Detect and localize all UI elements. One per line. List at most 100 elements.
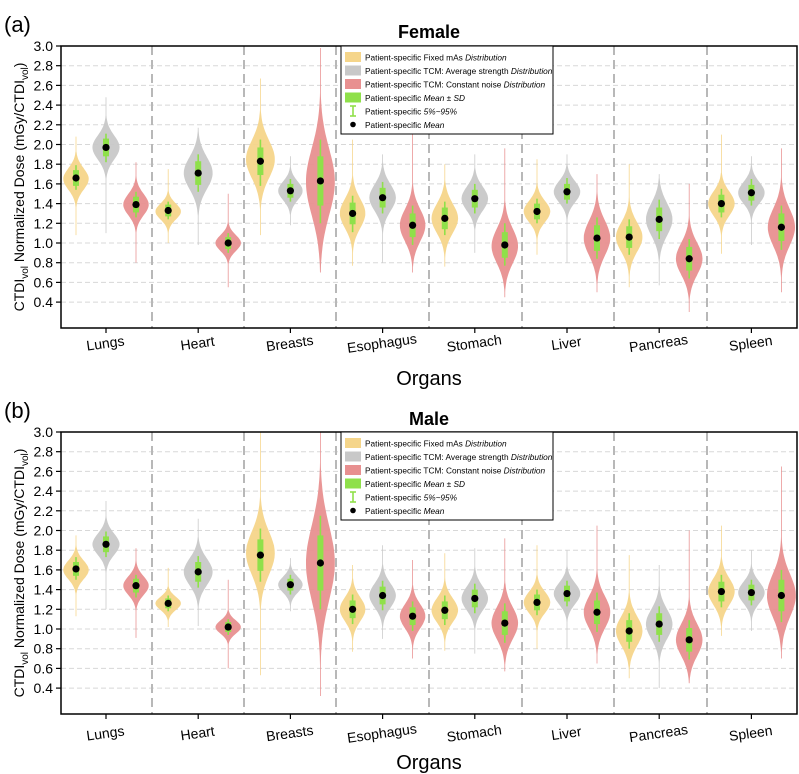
legend-label-italic: Distribution xyxy=(504,466,546,476)
legend-label-text: Patient-specific xyxy=(365,493,424,503)
mean-dot xyxy=(471,195,479,203)
y-axis-label-part: ) xyxy=(11,449,27,454)
legend-label-italic: 5%~95% xyxy=(424,493,458,503)
legend-label-italic: Distribution xyxy=(511,66,553,76)
mean-dot xyxy=(286,581,294,589)
legend-label-text: Patient-specific Fixed mAs xyxy=(365,439,465,449)
y-tick-label: 3.0 xyxy=(34,38,54,54)
legend-label-italic: 5%~95% xyxy=(424,107,458,117)
mean-dot xyxy=(441,606,449,614)
violin-liver-s1 xyxy=(553,154,581,263)
mean-dot xyxy=(132,200,140,209)
violin-spleen-s2 xyxy=(767,466,796,659)
x-tick-label: Liver xyxy=(550,723,583,743)
legend-label-italic: Distribution xyxy=(511,452,553,462)
legend-label-italic: Distribution xyxy=(504,80,546,90)
legend-label: Patient-specific Mean xyxy=(365,506,445,516)
x-axis-label: Organs xyxy=(396,752,462,774)
y-axis-label-part: Normalized Dose (mGy/CTDI xyxy=(11,80,27,266)
mean-dot xyxy=(593,608,601,616)
x-tick-label: Spleen xyxy=(728,332,773,354)
mean-dot xyxy=(194,169,202,177)
mean-dot xyxy=(777,591,786,600)
mean-dot xyxy=(563,589,571,598)
mean-dot xyxy=(533,207,541,216)
x-tick-label: Stomach xyxy=(446,331,503,355)
legend-label: Patient-specific Mean xyxy=(365,120,445,130)
legend-swatch xyxy=(345,52,361,62)
mean-dot xyxy=(349,605,357,613)
legend-label-text: Patient-specific xyxy=(365,506,424,516)
y-tick-label: 1.8 xyxy=(34,542,54,558)
legend-swatch xyxy=(350,121,356,128)
mean-dot xyxy=(102,540,110,548)
mean-dot xyxy=(563,188,571,196)
mean-dot xyxy=(256,157,264,165)
mean-dot xyxy=(102,143,110,152)
y-axis-label-part: ) xyxy=(11,63,27,68)
violin-stomach-s2 xyxy=(491,148,518,298)
mean-dot xyxy=(224,239,232,247)
mean-dot xyxy=(501,619,509,627)
mean-dot xyxy=(655,215,663,223)
x-tick-label: Lungs xyxy=(85,332,125,353)
y-tick-label: 2.2 xyxy=(34,117,54,133)
legend-label-italic: Mean xyxy=(424,120,445,130)
legend-swatch xyxy=(345,79,361,89)
x-tick-label: Esophagus xyxy=(346,330,418,356)
y-tick-label: 0.6 xyxy=(34,660,54,676)
y-tick-label: 0.8 xyxy=(34,641,54,657)
y-axis-label-sub: vol xyxy=(20,652,31,665)
mean-dot xyxy=(164,599,172,607)
y-tick-label: 1.2 xyxy=(34,215,54,231)
y-tick-label: 1.0 xyxy=(34,235,54,251)
legend-swatch xyxy=(345,451,361,462)
mean-dot xyxy=(409,612,417,620)
chart-panel-female: 0.4 0.6 0.8 1.0 1.2 1.4 1.6 1.8 2.0 2.2 2.4 2.6 2.8 3… xyxy=(4,12,798,390)
legend-label-italic: Mean ± SD xyxy=(424,479,465,489)
mean-dot xyxy=(533,598,541,607)
legend-swatch xyxy=(345,465,361,475)
y-axis-label-sub: vol xyxy=(20,266,31,279)
legend-swatch xyxy=(345,65,361,76)
legend-label: Patient-specific 5%~95% xyxy=(365,107,458,117)
y-tick-label: 1.6 xyxy=(34,562,54,578)
mean-dot xyxy=(349,209,357,218)
x-tick-label: Breasts xyxy=(265,332,314,354)
mean-dot xyxy=(717,587,726,596)
legend-label-text: Patient-specific xyxy=(365,93,424,103)
mean-dot xyxy=(501,241,509,249)
y-tick-label: 2.0 xyxy=(34,137,54,153)
legend-box xyxy=(340,431,554,521)
legend-box xyxy=(340,45,554,135)
x-tick-label: Breasts xyxy=(265,722,314,744)
y-tick-label: 2.2 xyxy=(34,503,54,519)
y-tick-label: 0.6 xyxy=(34,274,54,290)
legend-label: Patient-specific Mean ± SD xyxy=(365,479,465,489)
mean-dot xyxy=(164,206,172,215)
violin-esophagus-s2 xyxy=(399,115,426,273)
legend-label-text: Patient-specific TCM: Constant noise xyxy=(365,466,504,476)
y-axis-label-sub: vol xyxy=(20,67,31,80)
y-tick-label: 2.6 xyxy=(34,463,54,479)
legend-label-text: Patient-specific Fixed mAs xyxy=(365,53,465,63)
mean-dot xyxy=(132,582,140,590)
mean-dot xyxy=(194,568,202,576)
legend-label: Patient-specific 5%~95% xyxy=(365,493,458,503)
mean-dot xyxy=(471,594,479,603)
legend-label-italic: Distribution xyxy=(465,53,507,63)
x-tick-label: Heart xyxy=(179,723,215,744)
x-tick-label: Liver xyxy=(550,333,583,353)
legend-label: Patient-specific TCM: Constant noise Dis… xyxy=(365,80,546,90)
x-tick-label: Esophagus xyxy=(346,720,418,746)
x-tick-label: Stomach xyxy=(446,721,503,745)
x-tick-label: Heart xyxy=(179,333,215,354)
mean-dot xyxy=(747,189,756,197)
mean-dot xyxy=(379,194,387,202)
x-tick-label: Pancreas xyxy=(628,721,689,745)
mean-dot xyxy=(717,200,726,208)
legend-label-text: Patient-specific TCM: Average strength xyxy=(365,66,511,76)
legend-label: Patient-specific TCM: Constant noise Dis… xyxy=(365,466,546,476)
y-tick-label: 2.8 xyxy=(34,444,54,460)
